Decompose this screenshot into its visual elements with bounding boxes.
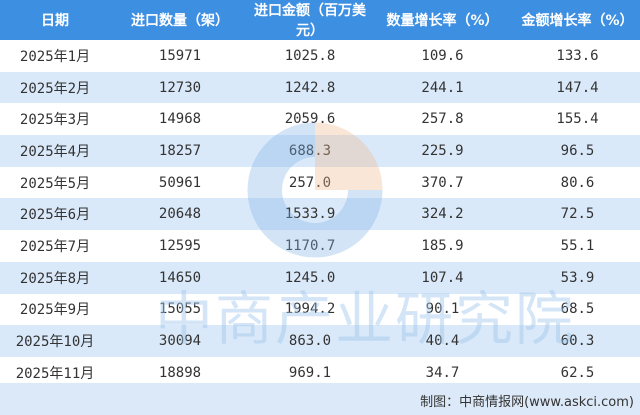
- cell-value-growth: 96.5: [515, 135, 640, 167]
- source-label: 制图：中商情报网(www.askci.com): [420, 395, 634, 410]
- cell-value-growth: 55.1: [515, 230, 640, 262]
- cell-import-value: 863.0: [250, 325, 370, 357]
- table-row: 2025年7月 12595 1170.7 185.9 55.1: [0, 230, 640, 262]
- cell-date: 2025年2月: [0, 71, 110, 104]
- cell-value-growth: 155.4: [515, 103, 640, 136]
- table-row: 2025年1月 15971 1025.8 109.6 133.6: [0, 40, 640, 72]
- cell-import-value: 688.3: [250, 135, 370, 167]
- cell-date: 2025年8月: [0, 261, 110, 294]
- cell-quantity-growth: 40.4: [370, 325, 515, 357]
- cell-quantity-growth: 324.2: [370, 198, 515, 231]
- cell-import-quantity: 12730: [110, 71, 250, 104]
- cell-import-quantity: 20648: [110, 198, 250, 231]
- cell-quantity-growth: 107.4: [370, 261, 515, 294]
- cell-import-value: 1994.2: [250, 293, 370, 326]
- cell-import-quantity: 15971: [110, 40, 250, 72]
- header-value-growth: 金额增长率（%）: [515, 0, 640, 40]
- cell-quantity-growth: 257.8: [370, 103, 515, 136]
- cell-date: 2025年5月: [0, 166, 110, 199]
- cell-import-value: 1242.8: [250, 71, 370, 104]
- header-import-value: 进口金额（百万美元）: [250, 0, 370, 40]
- cell-quantity-growth: 370.7: [370, 166, 515, 199]
- cell-value-growth: 68.5: [515, 293, 640, 326]
- cell-date: 2025年3月: [0, 103, 110, 136]
- cell-value-growth: 80.6: [515, 166, 640, 199]
- cell-quantity-growth: 244.1: [370, 71, 515, 104]
- cell-import-quantity: 12595: [110, 230, 250, 262]
- cell-quantity-growth: 109.6: [370, 40, 515, 72]
- cell-import-value: 1245.0: [250, 261, 370, 294]
- cell-import-quantity: 18257: [110, 135, 250, 167]
- cell-value-growth: 60.3: [515, 325, 640, 357]
- cell-import-value: 1533.9: [250, 198, 370, 231]
- cell-import-quantity: 50961: [110, 166, 250, 199]
- footer: 制图：中商情报网(www.askci.com): [0, 383, 640, 415]
- cell-date: 2025年6月: [0, 198, 110, 231]
- cell-import-quantity: 15055: [110, 293, 250, 326]
- cell-value-growth: 133.6: [515, 40, 640, 72]
- cell-import-quantity: 30094: [110, 325, 250, 357]
- cell-quantity-growth: 185.9: [370, 230, 515, 262]
- cell-import-value: 1170.7: [250, 230, 370, 262]
- table-row: 2025年6月 20648 1533.9 324.2 72.5: [0, 198, 640, 231]
- cell-date: 2025年10月: [0, 325, 110, 357]
- data-table: 日期 进口数量（架） 进口金额（百万美元） 数量增长率（%） 金额增长率（%） …: [0, 0, 640, 382]
- cell-date: 2025年9月: [0, 293, 110, 326]
- cell-import-value: 257.0: [250, 166, 370, 199]
- cell-value-growth: 147.4: [515, 71, 640, 104]
- header-quantity-growth: 数量增长率（%）: [370, 0, 515, 40]
- cell-import-value: 2059.6: [250, 103, 370, 136]
- cell-quantity-growth: 225.9: [370, 135, 515, 167]
- table-row: 2025年2月 12730 1242.8 244.1 147.4: [0, 71, 640, 104]
- cell-date: 2025年4月: [0, 135, 110, 167]
- cell-value-growth: 53.9: [515, 261, 640, 294]
- header-date: 日期: [0, 0, 110, 40]
- table-row: 2025年5月 50961 257.0 370.7 80.6: [0, 166, 640, 199]
- cell-import-quantity: 14968: [110, 103, 250, 136]
- cell-import-value: 1025.8: [250, 40, 370, 72]
- cell-value-growth: 72.5: [515, 198, 640, 231]
- header-row: 日期 进口数量（架） 进口金额（百万美元） 数量增长率（%） 金额增长率（%）: [0, 0, 640, 40]
- table-row: 2025年9月 15055 1994.2 90.1 68.5: [0, 293, 640, 326]
- cell-date: 2025年7月: [0, 230, 110, 262]
- table-row: 2025年8月 14650 1245.0 107.4 53.9: [0, 261, 640, 294]
- cell-import-quantity: 14650: [110, 261, 250, 294]
- cell-date: 2025年1月: [0, 40, 110, 72]
- table-row: 2025年4月 18257 688.3 225.9 96.5: [0, 135, 640, 167]
- cell-quantity-growth: 90.1: [370, 293, 515, 326]
- table-row: 2025年10月 30094 863.0 40.4 60.3: [0, 325, 640, 357]
- header-import-quantity: 进口数量（架）: [110, 0, 250, 40]
- table-row: 2025年3月 14968 2059.6 257.8 155.4: [0, 103, 640, 136]
